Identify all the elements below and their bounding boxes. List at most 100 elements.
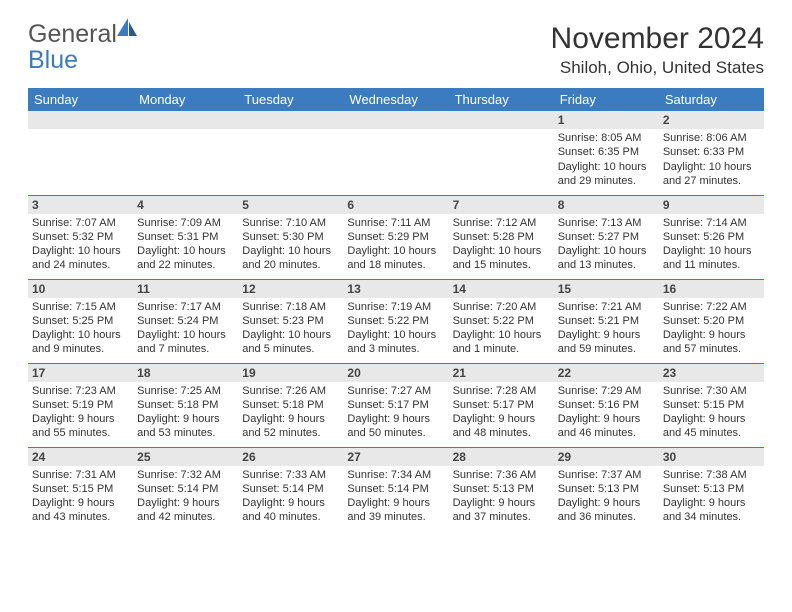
daylight-text: Daylight: 9 hours and 50 minutes. (347, 412, 444, 441)
calendar-day-cell: 1Sunrise: 8:05 AMSunset: 6:35 PMDaylight… (554, 111, 659, 195)
sunrise-text: Sunrise: 7:36 AM (453, 468, 550, 482)
sunrise-text: Sunrise: 7:14 AM (663, 216, 760, 230)
day-number: 26 (238, 448, 343, 466)
day-number: 1 (554, 111, 659, 129)
day-data: Sunrise: 8:06 AMSunset: 6:33 PMDaylight:… (659, 129, 764, 192)
calendar-day-cell: 7Sunrise: 7:12 AMSunset: 5:28 PMDaylight… (449, 195, 554, 279)
day-data: Sunrise: 7:17 AMSunset: 5:24 PMDaylight:… (133, 298, 238, 361)
day-data (343, 129, 448, 135)
sunset-text: Sunset: 5:15 PM (663, 398, 760, 412)
sunset-text: Sunset: 5:23 PM (242, 314, 339, 328)
calendar-day-cell (28, 111, 133, 195)
calendar-day-cell (133, 111, 238, 195)
title-block: November 2024 Shiloh, Ohio, United State… (551, 22, 764, 78)
daylight-text: Daylight: 10 hours and 15 minutes. (453, 244, 550, 273)
sunrise-text: Sunrise: 7:30 AM (663, 384, 760, 398)
day-data: Sunrise: 7:19 AMSunset: 5:22 PMDaylight:… (343, 298, 448, 361)
day-data: Sunrise: 7:14 AMSunset: 5:26 PMDaylight:… (659, 214, 764, 277)
daylight-text: Daylight: 9 hours and 53 minutes. (137, 412, 234, 441)
calendar-day-cell: 18Sunrise: 7:25 AMSunset: 5:18 PMDayligh… (133, 363, 238, 447)
day-data: Sunrise: 7:22 AMSunset: 5:20 PMDaylight:… (659, 298, 764, 361)
sunset-text: Sunset: 5:14 PM (242, 482, 339, 496)
day-number: 21 (449, 364, 554, 382)
sunset-text: Sunset: 5:17 PM (453, 398, 550, 412)
calendar-day-cell: 8Sunrise: 7:13 AMSunset: 5:27 PMDaylight… (554, 195, 659, 279)
sunset-text: Sunset: 5:25 PM (32, 314, 129, 328)
daylight-text: Daylight: 9 hours and 43 minutes. (32, 496, 129, 525)
day-data: Sunrise: 7:12 AMSunset: 5:28 PMDaylight:… (449, 214, 554, 277)
sunrise-text: Sunrise: 7:32 AM (137, 468, 234, 482)
calendar-day-cell: 10Sunrise: 7:15 AMSunset: 5:25 PMDayligh… (28, 279, 133, 363)
daylight-text: Daylight: 10 hours and 29 minutes. (558, 160, 655, 189)
day-number: 9 (659, 196, 764, 214)
daylight-text: Daylight: 9 hours and 55 minutes. (32, 412, 129, 441)
sunrise-text: Sunrise: 7:27 AM (347, 384, 444, 398)
day-number: 25 (133, 448, 238, 466)
calendar-day-cell: 22Sunrise: 7:29 AMSunset: 5:16 PMDayligh… (554, 363, 659, 447)
sunrise-text: Sunrise: 7:17 AM (137, 300, 234, 314)
sunset-text: Sunset: 5:18 PM (242, 398, 339, 412)
calendar-day-cell: 17Sunrise: 7:23 AMSunset: 5:19 PMDayligh… (28, 363, 133, 447)
day-data: Sunrise: 7:34 AMSunset: 5:14 PMDaylight:… (343, 466, 448, 529)
calendar-day-cell: 28Sunrise: 7:36 AMSunset: 5:13 PMDayligh… (449, 447, 554, 531)
sunset-text: Sunset: 5:20 PM (663, 314, 760, 328)
calendar-day-cell: 25Sunrise: 7:32 AMSunset: 5:14 PMDayligh… (133, 447, 238, 531)
day-number: 4 (133, 196, 238, 214)
daylight-text: Daylight: 10 hours and 27 minutes. (663, 160, 760, 189)
day-data: Sunrise: 7:11 AMSunset: 5:29 PMDaylight:… (343, 214, 448, 277)
calendar-day-cell: 15Sunrise: 7:21 AMSunset: 5:21 PMDayligh… (554, 279, 659, 363)
daylight-text: Daylight: 9 hours and 45 minutes. (663, 412, 760, 441)
calendar-day-cell: 27Sunrise: 7:34 AMSunset: 5:14 PMDayligh… (343, 447, 448, 531)
day-data (133, 129, 238, 135)
day-data: Sunrise: 7:15 AMSunset: 5:25 PMDaylight:… (28, 298, 133, 361)
calendar-day-cell: 24Sunrise: 7:31 AMSunset: 5:15 PMDayligh… (28, 447, 133, 531)
sunrise-text: Sunrise: 7:23 AM (32, 384, 129, 398)
day-header: Wednesday (343, 88, 448, 111)
day-header: Saturday (659, 88, 764, 111)
daylight-text: Daylight: 9 hours and 36 minutes. (558, 496, 655, 525)
sunset-text: Sunset: 5:13 PM (453, 482, 550, 496)
calendar-header-row: Sunday Monday Tuesday Wednesday Thursday… (28, 88, 764, 111)
calendar-day-cell: 6Sunrise: 7:11 AMSunset: 5:29 PMDaylight… (343, 195, 448, 279)
daylight-text: Daylight: 10 hours and 5 minutes. (242, 328, 339, 357)
daylight-text: Daylight: 9 hours and 52 minutes. (242, 412, 339, 441)
sunrise-text: Sunrise: 7:09 AM (137, 216, 234, 230)
calendar-week-row: 1Sunrise: 8:05 AMSunset: 6:35 PMDaylight… (28, 111, 764, 195)
calendar-day-cell: 4Sunrise: 7:09 AMSunset: 5:31 PMDaylight… (133, 195, 238, 279)
day-header: Friday (554, 88, 659, 111)
sunrise-text: Sunrise: 7:33 AM (242, 468, 339, 482)
day-number: 24 (28, 448, 133, 466)
day-number: 16 (659, 280, 764, 298)
calendar-day-cell: 12Sunrise: 7:18 AMSunset: 5:23 PMDayligh… (238, 279, 343, 363)
sunrise-text: Sunrise: 7:26 AM (242, 384, 339, 398)
daylight-text: Daylight: 9 hours and 34 minutes. (663, 496, 760, 525)
daylight-text: Daylight: 10 hours and 13 minutes. (558, 244, 655, 273)
day-number: 6 (343, 196, 448, 214)
calendar-week-row: 3Sunrise: 7:07 AMSunset: 5:32 PMDaylight… (28, 195, 764, 279)
month-title: November 2024 (551, 22, 764, 56)
calendar-week-row: 10Sunrise: 7:15 AMSunset: 5:25 PMDayligh… (28, 279, 764, 363)
daylight-text: Daylight: 10 hours and 11 minutes. (663, 244, 760, 273)
day-number (133, 111, 238, 129)
calendar-day-cell: 23Sunrise: 7:30 AMSunset: 5:15 PMDayligh… (659, 363, 764, 447)
day-data: Sunrise: 7:32 AMSunset: 5:14 PMDaylight:… (133, 466, 238, 529)
sail-icon (117, 18, 139, 43)
sunset-text: Sunset: 5:22 PM (347, 314, 444, 328)
sunrise-text: Sunrise: 7:22 AM (663, 300, 760, 314)
day-number: 17 (28, 364, 133, 382)
page-header: General November 2024 Shiloh, Ohio, Unit… (28, 22, 764, 78)
sunrise-text: Sunrise: 7:34 AM (347, 468, 444, 482)
day-number: 22 (554, 364, 659, 382)
calendar-day-cell: 13Sunrise: 7:19 AMSunset: 5:22 PMDayligh… (343, 279, 448, 363)
sunrise-text: Sunrise: 7:28 AM (453, 384, 550, 398)
day-number (449, 111, 554, 129)
sunrise-text: Sunrise: 7:18 AM (242, 300, 339, 314)
sunset-text: Sunset: 5:13 PM (558, 482, 655, 496)
day-data: Sunrise: 7:21 AMSunset: 5:21 PMDaylight:… (554, 298, 659, 361)
day-data: Sunrise: 7:33 AMSunset: 5:14 PMDaylight:… (238, 466, 343, 529)
day-number: 5 (238, 196, 343, 214)
daylight-text: Daylight: 9 hours and 40 minutes. (242, 496, 339, 525)
calendar-day-cell (449, 111, 554, 195)
sunrise-text: Sunrise: 7:29 AM (558, 384, 655, 398)
sunrise-text: Sunrise: 8:05 AM (558, 131, 655, 145)
